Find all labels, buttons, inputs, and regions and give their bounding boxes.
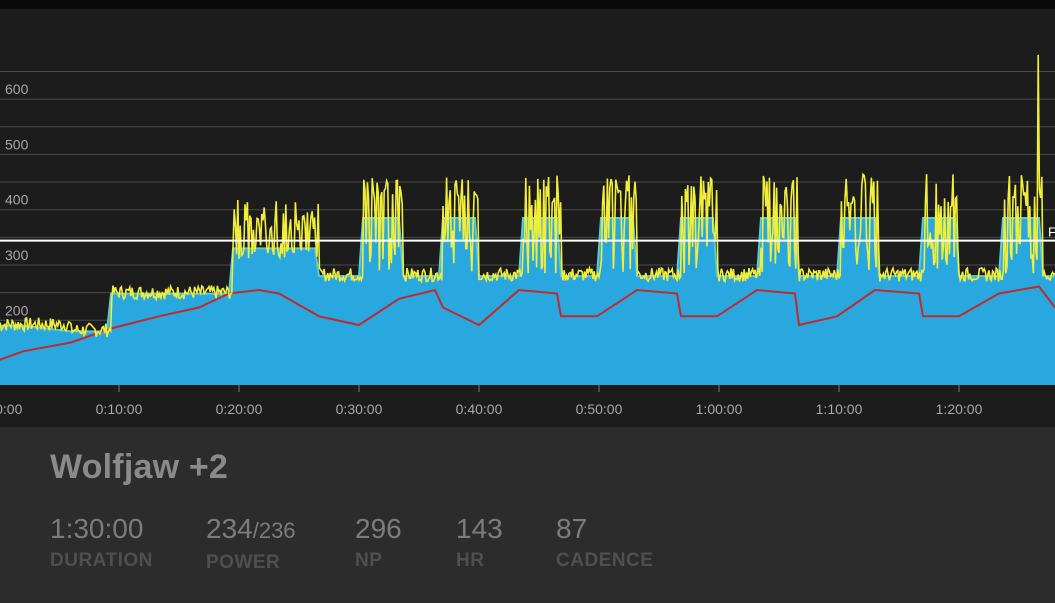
y-tick-label: 200 bbox=[5, 302, 29, 318]
np-value: 296 bbox=[355, 513, 402, 544]
y-tick-label: 400 bbox=[5, 192, 29, 208]
hr-trace bbox=[0, 285, 1055, 361]
workout-summary-panel bbox=[0, 427, 1055, 603]
y-tick-label: 500 bbox=[5, 136, 29, 152]
power-label: POWER bbox=[206, 552, 281, 573]
x-tick-label: 0:50:00 bbox=[576, 401, 623, 417]
power-trace bbox=[0, 54, 1055, 338]
cadence-label: CADENCE bbox=[556, 550, 654, 571]
duration-label: DURATION bbox=[50, 550, 153, 571]
power-target: /236 bbox=[252, 518, 296, 543]
top-strip bbox=[0, 0, 1055, 9]
y-tick-label: 600 bbox=[5, 81, 29, 97]
x-axis-ticks: 0:00:00 0:10:00 0:20:00 0:30:00 0:40:00 0:50:… bbox=[0, 385, 983, 417]
x-tick-label: 1:10:00 bbox=[816, 401, 863, 417]
np-label: NP bbox=[355, 550, 383, 571]
workout-title: Wolfjaw +2 bbox=[50, 448, 229, 486]
power-line bbox=[0, 54, 1055, 338]
ftp-marker-label: F bbox=[1048, 225, 1055, 240]
y-axis-ticks: 200 300 400 500 600 bbox=[5, 81, 29, 318]
ftp-line: F bbox=[0, 225, 1055, 242]
cadence-stat: 87 CADENCE bbox=[556, 512, 653, 572]
x-tick-label: 0:10:00 bbox=[96, 401, 143, 417]
hr-stat: 143 HR bbox=[456, 512, 503, 572]
cadence-value: 87 bbox=[556, 513, 588, 544]
duration-stat: 1:30:00 DURATION bbox=[50, 512, 153, 572]
duration-value: 1:30:00 bbox=[50, 513, 144, 544]
x-tick-label: 0:30:00 bbox=[336, 401, 383, 417]
power-value: 234/236 bbox=[206, 512, 296, 548]
power-stat: 234/236 POWER bbox=[206, 512, 296, 574]
x-tick-label: 0:20:00 bbox=[216, 401, 263, 417]
hr-value: 143 bbox=[456, 513, 503, 544]
power-avg: 234 bbox=[206, 513, 253, 544]
y-tick-label: 300 bbox=[5, 247, 29, 263]
x-tick-label: 1:00:00 bbox=[696, 401, 743, 417]
heart-rate-line bbox=[0, 285, 1055, 361]
hr-label: HR bbox=[456, 550, 485, 571]
x-tick-label: 0:40:00 bbox=[456, 401, 503, 417]
x-tick-label: 1:20:00 bbox=[936, 401, 983, 417]
target-power-fill bbox=[0, 218, 1055, 385]
np-stat: 296 NP bbox=[355, 512, 402, 572]
x-tick-label: 0:00:00 bbox=[0, 401, 23, 417]
